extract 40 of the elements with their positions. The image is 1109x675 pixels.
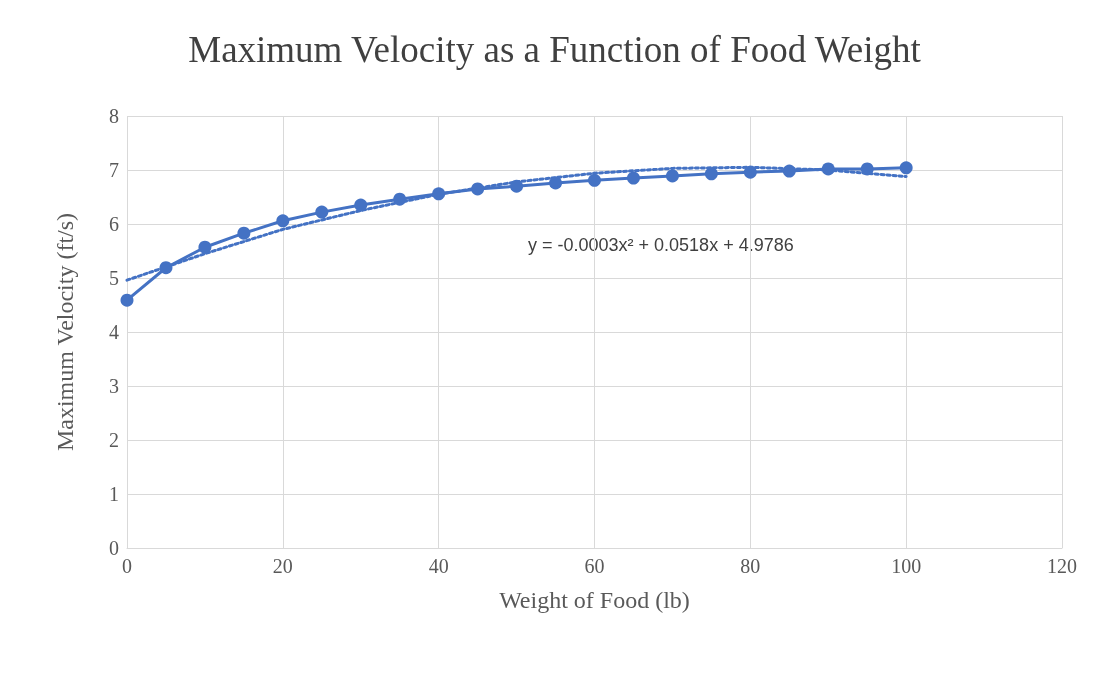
point <box>237 226 251 240</box>
y-tick-label: 3 <box>109 375 119 397</box>
point <box>821 162 835 176</box>
y-tick-label: 2 <box>109 429 119 451</box>
y-tick-label: 7 <box>109 159 119 181</box>
point <box>860 162 874 176</box>
point <box>432 187 446 201</box>
point <box>471 182 485 196</box>
point <box>626 171 640 185</box>
x-tick-label: 100 <box>891 555 922 577</box>
point <box>899 161 913 175</box>
y-tick-label: 1 <box>109 483 119 505</box>
point <box>704 167 718 181</box>
annotation: y = -0.0003x² + 0.0518x + 4.9786 <box>528 235 794 255</box>
x-tick-label: 20 <box>272 555 293 577</box>
point <box>315 205 329 219</box>
x-tick-label: 80 <box>740 555 761 577</box>
point <box>782 164 796 178</box>
y-tick-label: 0 <box>109 537 119 559</box>
chart-title: Maximum Velocity as a Function of Food Weight <box>188 29 922 70</box>
x-tick-label: 40 <box>428 555 449 577</box>
point <box>549 176 563 190</box>
y-tick-label: 6 <box>109 213 119 235</box>
point <box>743 165 757 179</box>
x-tick-label: 120 <box>1047 555 1077 577</box>
y-tick-label: 4 <box>109 321 119 343</box>
x-tick-label: 60 <box>584 555 605 577</box>
point <box>354 198 368 212</box>
point <box>198 240 212 254</box>
point <box>393 192 407 206</box>
point <box>276 214 290 228</box>
point <box>665 169 679 183</box>
point <box>588 173 601 187</box>
point <box>159 261 173 275</box>
y-axis-title: Maximum Velocity (ft/s) <box>52 212 78 452</box>
point <box>120 293 134 307</box>
point <box>510 179 524 193</box>
x-axis-title: Weight of Food (lb) <box>499 587 690 613</box>
y-tick-label: 8 <box>109 105 119 127</box>
y-tick-label: 5 <box>109 267 119 289</box>
